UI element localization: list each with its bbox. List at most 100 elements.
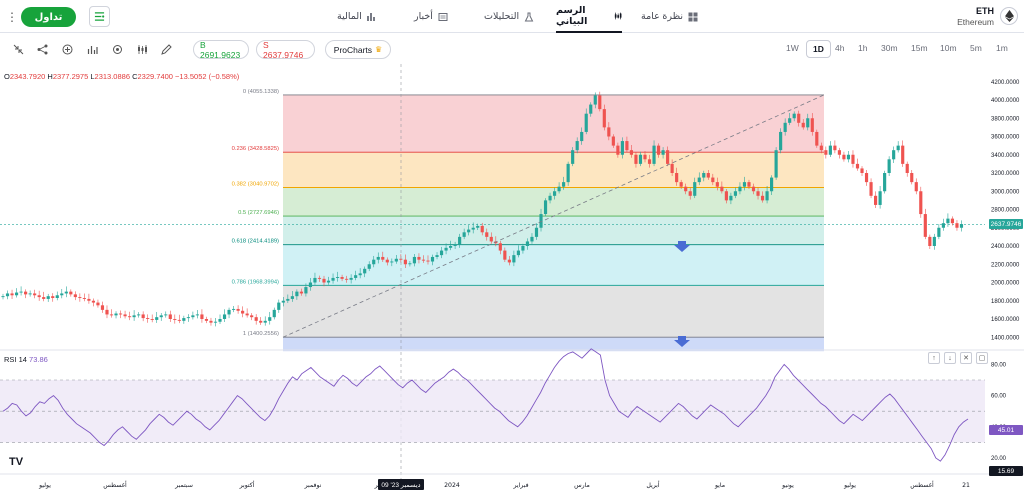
procharts-label: ProCharts	[333, 44, 373, 55]
candle-body	[168, 314, 172, 319]
candle-body	[607, 127, 611, 137]
candle-body	[331, 277, 335, 281]
time-axis-label: أبريل	[646, 480, 660, 489]
maximize-pane-icon[interactable]: ▢	[976, 352, 988, 364]
candle-body	[250, 315, 254, 318]
tab-chart[interactable]: الرسم البياني	[556, 0, 622, 33]
fib-zone	[283, 94, 824, 153]
candle-body	[109, 314, 114, 316]
time-axis-label: 2024	[444, 482, 460, 489]
tab-finance[interactable]: المالية	[337, 0, 377, 33]
candle-body	[711, 177, 715, 183]
more-vertical-icon[interactable]: ⋮	[6, 10, 18, 24]
timeframe-5m[interactable]: 5m	[970, 43, 982, 53]
candle-body	[349, 277, 353, 280]
timeframe-1d[interactable]: 1D	[806, 40, 831, 58]
ohlc-o-label: O	[4, 72, 10, 81]
candle-body	[516, 250, 520, 256]
candle-body	[118, 313, 123, 315]
candle-body	[625, 141, 629, 151]
pane-up-icon[interactable]: ↑	[928, 352, 940, 364]
rsi-low-tag: 15.69	[989, 466, 1023, 476]
candle-body	[159, 315, 163, 318]
buy-price-button[interactable]: B 2691.9623	[193, 40, 249, 60]
asset-symbol: ETH	[976, 6, 994, 16]
add-circle-icon[interactable]	[60, 42, 74, 56]
candle-body	[720, 186, 724, 192]
ohlc-l-label: L	[90, 72, 95, 81]
candle-body	[308, 282, 313, 288]
timeframe-1w[interactable]: 1W	[786, 43, 799, 53]
time-axis-label: أغسطس	[910, 480, 934, 489]
collapse-icon[interactable]	[11, 42, 25, 56]
candle-body	[738, 186, 742, 192]
candle-style-icon[interactable]	[135, 42, 149, 56]
tab-news[interactable]: أخبار	[414, 0, 448, 33]
tab-analytics[interactable]: التحليلات	[484, 0, 534, 33]
pane-down-icon[interactable]: ↓	[944, 352, 956, 364]
sell-price-button[interactable]: S 2637.9746	[256, 40, 315, 60]
rsi-current-tag: 45.01	[989, 425, 1023, 435]
candle-body	[941, 223, 945, 228]
timeframe-1m[interactable]: 1m	[996, 43, 1008, 53]
candle-body	[5, 293, 10, 297]
candle-body	[394, 258, 398, 262]
candle-body	[82, 298, 86, 299]
timeframe-10m[interactable]: 10m	[940, 43, 957, 53]
candle-body	[819, 145, 823, 151]
indicators-icon[interactable]	[85, 42, 99, 56]
sidebar-toggle-button[interactable]	[89, 6, 110, 27]
timeframe-4h[interactable]: 4h	[835, 43, 845, 53]
candle-body	[801, 122, 805, 128]
candle-body	[390, 261, 394, 263]
rsi-line	[2, 348, 969, 462]
candle-body	[855, 163, 860, 169]
candle-body	[842, 154, 846, 160]
candle-body	[299, 291, 303, 294]
flask-icon	[524, 12, 534, 21]
candle-body	[453, 244, 457, 246]
candle-body	[919, 191, 923, 215]
candle-body	[37, 295, 41, 298]
pencil-icon[interactable]	[159, 42, 173, 56]
price-axis-label: 4200.0000	[991, 80, 1020, 86]
timeframe-1h[interactable]: 1h	[858, 43, 868, 53]
candle-body	[489, 236, 493, 242]
candle-body	[652, 145, 656, 164]
time-axis-label: 21	[962, 482, 970, 489]
chart-toolbar: B 2691.9623 S 2637.9746 ProCharts ♛ 1W 1…	[0, 34, 1024, 64]
candle-body	[146, 318, 150, 319]
ohlc-close: 2329.7400	[137, 72, 173, 81]
candle-body	[55, 295, 59, 299]
time-axis-label: نوفمبر	[304, 482, 322, 489]
candle-body	[19, 291, 23, 293]
candle-body	[14, 292, 19, 296]
fib-zone	[283, 337, 824, 352]
tradingview-logo-icon: TV	[9, 456, 24, 468]
candle-body	[412, 256, 417, 264]
candle-body	[634, 154, 638, 164]
candle-body	[589, 104, 593, 114]
price-axis-label: 3200.0000	[991, 171, 1020, 177]
procharts-button[interactable]: ProCharts ♛	[325, 40, 391, 59]
cursor-date-label: 09 '23 ديسمبر	[378, 479, 424, 490]
price-chart[interactable]: 0 (4055.1338) 0.236 (3428.5825) 0.382 (304…	[0, 64, 1024, 492]
rsi-axis-label: 20.00	[991, 456, 1007, 462]
tab-overview[interactable]: نظرة عامة	[641, 0, 698, 33]
candle-body	[155, 317, 159, 320]
share-icon[interactable]	[35, 42, 49, 56]
candle-body	[408, 263, 412, 265]
timeframe-15m[interactable]: 15m	[911, 43, 928, 53]
compare-icon[interactable]	[110, 42, 124, 56]
candle-body	[661, 150, 665, 155]
candle-body	[525, 241, 530, 246]
candle-body	[430, 256, 435, 262]
candle-body	[87, 298, 91, 301]
timeframe-30m[interactable]: 30m	[881, 43, 898, 53]
news-icon	[438, 12, 448, 21]
trade-button[interactable]: تداول	[21, 7, 76, 27]
candle-body	[923, 214, 927, 237]
rsi-axis-label: 80.00	[991, 362, 1007, 368]
close-pane-icon[interactable]: ✕	[960, 352, 972, 364]
candle-body	[46, 296, 50, 299]
